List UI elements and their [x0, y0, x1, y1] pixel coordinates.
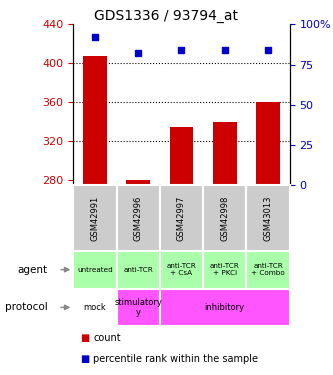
Bar	[126, 180, 150, 185]
Text: inhibitory: inhibitory	[205, 303, 245, 312]
Text: anti-TCR
+ PKCi: anti-TCR + PKCi	[210, 263, 240, 276]
Bar	[246, 251, 290, 288]
Bar	[213, 122, 237, 185]
Bar	[73, 185, 117, 251]
Bar	[160, 251, 203, 288]
Text: GSM42997: GSM42997	[177, 195, 186, 241]
Text: GSM43013: GSM43013	[263, 195, 273, 241]
Text: mock: mock	[84, 303, 106, 312]
Text: untreated: untreated	[77, 267, 113, 273]
Text: GSM42998: GSM42998	[220, 195, 229, 241]
Text: GSM42991: GSM42991	[90, 195, 100, 241]
Bar	[160, 288, 290, 326]
Text: stimulatory
y: stimulatory y	[114, 298, 162, 317]
Text: ■: ■	[80, 333, 89, 343]
Bar	[160, 185, 203, 251]
Text: anti-TCR
+ CsA: anti-TCR + CsA	[166, 263, 196, 276]
Bar	[203, 251, 246, 288]
Bar	[73, 288, 117, 326]
Text: ■: ■	[80, 354, 89, 364]
Text: anti-TCR: anti-TCR	[123, 267, 153, 273]
Bar	[83, 56, 107, 185]
Text: GSM42996: GSM42996	[134, 195, 143, 241]
Bar	[169, 127, 193, 185]
Text: protocol: protocol	[5, 302, 47, 312]
Bar	[117, 251, 160, 288]
Text: agent: agent	[17, 265, 47, 274]
Text: count: count	[93, 333, 121, 343]
Text: percentile rank within the sample: percentile rank within the sample	[93, 354, 258, 364]
Bar	[256, 102, 280, 185]
Bar	[117, 288, 160, 326]
Text: GDS1336 / 93794_at: GDS1336 / 93794_at	[95, 9, 238, 23]
Bar	[203, 185, 246, 251]
Text: anti-TCR
+ Combo: anti-TCR + Combo	[251, 263, 285, 276]
Bar	[117, 185, 160, 251]
Bar	[246, 185, 290, 251]
Bar	[73, 251, 117, 288]
